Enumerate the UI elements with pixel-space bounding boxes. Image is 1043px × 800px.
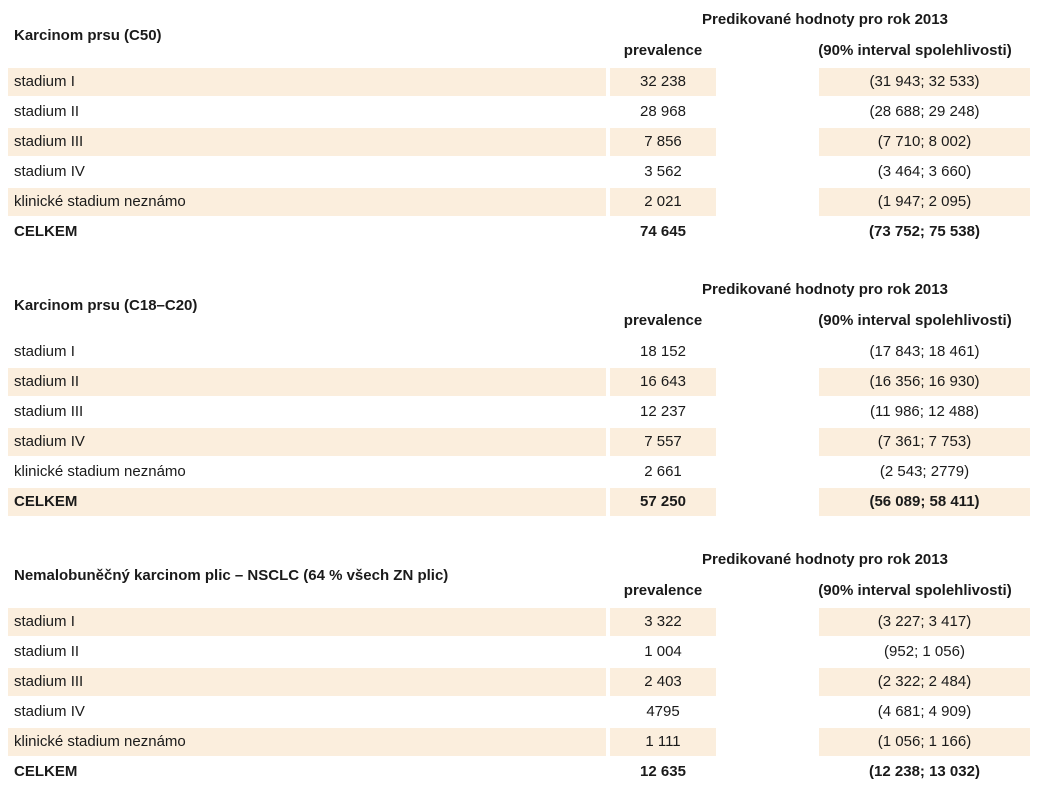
row-label: stadium IV bbox=[14, 703, 85, 720]
table-title: Karcinom prsu (C18–C20) bbox=[14, 297, 198, 314]
predicted-values-heading: Predikované hodnoty pro rok 2013 bbox=[702, 551, 948, 568]
row-prevalence: 1 004 bbox=[644, 643, 682, 660]
row-prevalence: 12 635 bbox=[640, 763, 686, 780]
row-interval: (31 943; 32 533) bbox=[819, 68, 1030, 96]
row-prevalence: 2 661 bbox=[644, 463, 682, 480]
table-row: klinické stadium neznámo 2 661 (2 543; 2… bbox=[0, 458, 1043, 488]
row-label: CELKEM bbox=[14, 763, 78, 780]
table-header: Karcinom prsu (C18–C20) Predikované hodn… bbox=[0, 270, 1043, 338]
row-interval: (28 688; 29 248) bbox=[869, 103, 980, 120]
row-interval: (7 361; 7 753) bbox=[819, 428, 1030, 456]
row-prevalence: 7 557 bbox=[610, 428, 716, 456]
row-label: stadium III bbox=[8, 128, 606, 156]
table-row: stadium IV 4795 (4 681; 4 909) bbox=[0, 698, 1043, 728]
table-row: klinické stadium neznámo 1 111 (1 056; 1… bbox=[0, 728, 1043, 758]
row-label: klinické stadium neznámo bbox=[14, 463, 186, 480]
table-row-total: CELKEM 74 645 (73 752; 75 538) bbox=[0, 218, 1043, 248]
row-label: stadium IV bbox=[8, 428, 606, 456]
row-interval: (2 543; 2779) bbox=[879, 463, 970, 480]
table-title: Nemalobuněčný karcinom plic – NSCLC (64 … bbox=[14, 567, 449, 584]
table-c18-c20: Karcinom prsu (C18–C20) Predikované hodn… bbox=[0, 270, 1043, 518]
row-prevalence: 2 021 bbox=[610, 188, 716, 216]
row-label: stadium III bbox=[8, 668, 606, 696]
row-prevalence: 18 152 bbox=[640, 343, 686, 360]
row-label: klinické stadium neznámo bbox=[8, 188, 606, 216]
row-interval: (12 238; 13 032) bbox=[869, 763, 980, 780]
row-interval: (4 681; 4 909) bbox=[877, 703, 972, 720]
table-row: stadium III 2 403 (2 322; 2 484) bbox=[0, 668, 1043, 698]
row-prevalence: 12 237 bbox=[640, 403, 686, 420]
row-interval: (1 056; 1 166) bbox=[819, 728, 1030, 756]
column-header-interval: (90% interval spolehlivosti) bbox=[818, 312, 1012, 329]
row-label: klinické stadium neznámo bbox=[8, 728, 606, 756]
table-row: stadium I 32 238 (31 943; 32 533) bbox=[0, 68, 1043, 98]
row-label: stadium I bbox=[8, 68, 606, 96]
row-interval: (11 986; 12 488) bbox=[870, 403, 979, 420]
table-row: stadium II 1 004 (952; 1 056) bbox=[0, 638, 1043, 668]
row-prevalence: 7 856 bbox=[610, 128, 716, 156]
table-row: klinické stadium neznámo 2 021 (1 947; 2… bbox=[0, 188, 1043, 218]
column-header-prevalence: prevalence bbox=[623, 42, 703, 59]
row-interval: (2 322; 2 484) bbox=[819, 668, 1030, 696]
row-prevalence: 28 968 bbox=[640, 103, 686, 120]
table-row: stadium III 12 237 (11 986; 12 488) bbox=[0, 398, 1043, 428]
row-label: stadium I bbox=[8, 608, 606, 636]
row-label: stadium II bbox=[14, 103, 80, 120]
table-row: stadium IV 7 557 (7 361; 7 753) bbox=[0, 428, 1043, 458]
row-interval: (7 710; 8 002) bbox=[819, 128, 1030, 156]
row-prevalence: 57 250 bbox=[610, 488, 716, 516]
table-row-total: CELKEM 12 635 (12 238; 13 032) bbox=[0, 758, 1043, 788]
row-label: stadium II bbox=[8, 368, 606, 396]
column-header-prevalence: prevalence bbox=[623, 582, 703, 599]
table-row: stadium II 16 643 (16 356; 16 930) bbox=[0, 368, 1043, 398]
row-label: stadium I bbox=[14, 343, 75, 360]
row-label: CELKEM bbox=[14, 223, 78, 240]
row-interval: (1 947; 2 095) bbox=[819, 188, 1030, 216]
row-interval: (73 752; 75 538) bbox=[869, 223, 980, 240]
table-title: Karcinom prsu (C50) bbox=[14, 27, 162, 44]
row-label: stadium IV bbox=[14, 163, 85, 180]
row-interval: (56 089; 58 411) bbox=[819, 488, 1030, 516]
table-nsclc: Nemalobuněčný karcinom plic – NSCLC (64 … bbox=[0, 540, 1043, 788]
row-prevalence: 32 238 bbox=[610, 68, 716, 96]
table-row: stadium I 18 152 (17 843; 18 461) bbox=[0, 338, 1043, 368]
table-header: Nemalobuněčný karcinom plic – NSCLC (64 … bbox=[0, 540, 1043, 608]
table-row: stadium I 3 322 (3 227; 3 417) bbox=[0, 608, 1043, 638]
row-prevalence: 74 645 bbox=[640, 223, 686, 240]
table-body: stadium I 18 152 (17 843; 18 461) stadiu… bbox=[0, 338, 1043, 518]
row-prevalence: 16 643 bbox=[610, 368, 716, 396]
column-header-interval: (90% interval spolehlivosti) bbox=[818, 582, 1012, 599]
row-interval: (3 464; 3 660) bbox=[877, 163, 972, 180]
row-interval: (17 843; 18 461) bbox=[869, 343, 980, 360]
table-body: stadium I 3 322 (3 227; 3 417) stadium I… bbox=[0, 608, 1043, 788]
row-interval: (3 227; 3 417) bbox=[819, 608, 1030, 636]
table-header: Karcinom prsu (C50) Predikované hodnoty … bbox=[0, 0, 1043, 68]
table-row: stadium IV 3 562 (3 464; 3 660) bbox=[0, 158, 1043, 188]
predicted-values-heading: Predikované hodnoty pro rok 2013 bbox=[702, 281, 948, 298]
row-prevalence: 4795 bbox=[646, 703, 680, 720]
column-header-interval: (90% interval spolehlivosti) bbox=[818, 42, 1012, 59]
row-label: stadium III bbox=[14, 403, 84, 420]
predicted-values-heading: Predikované hodnoty pro rok 2013 bbox=[702, 11, 948, 28]
row-interval: (16 356; 16 930) bbox=[819, 368, 1030, 396]
table-body: stadium I 32 238 (31 943; 32 533) stadiu… bbox=[0, 68, 1043, 248]
table-breast-c50: Karcinom prsu (C50) Predikované hodnoty … bbox=[0, 0, 1043, 248]
row-interval: (952; 1 056) bbox=[884, 643, 965, 660]
row-label: CELKEM bbox=[8, 488, 606, 516]
table-row-total: CELKEM 57 250 (56 089; 58 411) bbox=[0, 488, 1043, 518]
table-row: stadium II 28 968 (28 688; 29 248) bbox=[0, 98, 1043, 128]
row-prevalence: 3 562 bbox=[644, 163, 682, 180]
row-label: stadium II bbox=[14, 643, 80, 660]
column-header-prevalence: prevalence bbox=[623, 312, 703, 329]
row-prevalence: 1 111 bbox=[610, 728, 716, 756]
row-prevalence: 2 403 bbox=[610, 668, 716, 696]
table-row: stadium III 7 856 (7 710; 8 002) bbox=[0, 128, 1043, 158]
row-prevalence: 3 322 bbox=[610, 608, 716, 636]
